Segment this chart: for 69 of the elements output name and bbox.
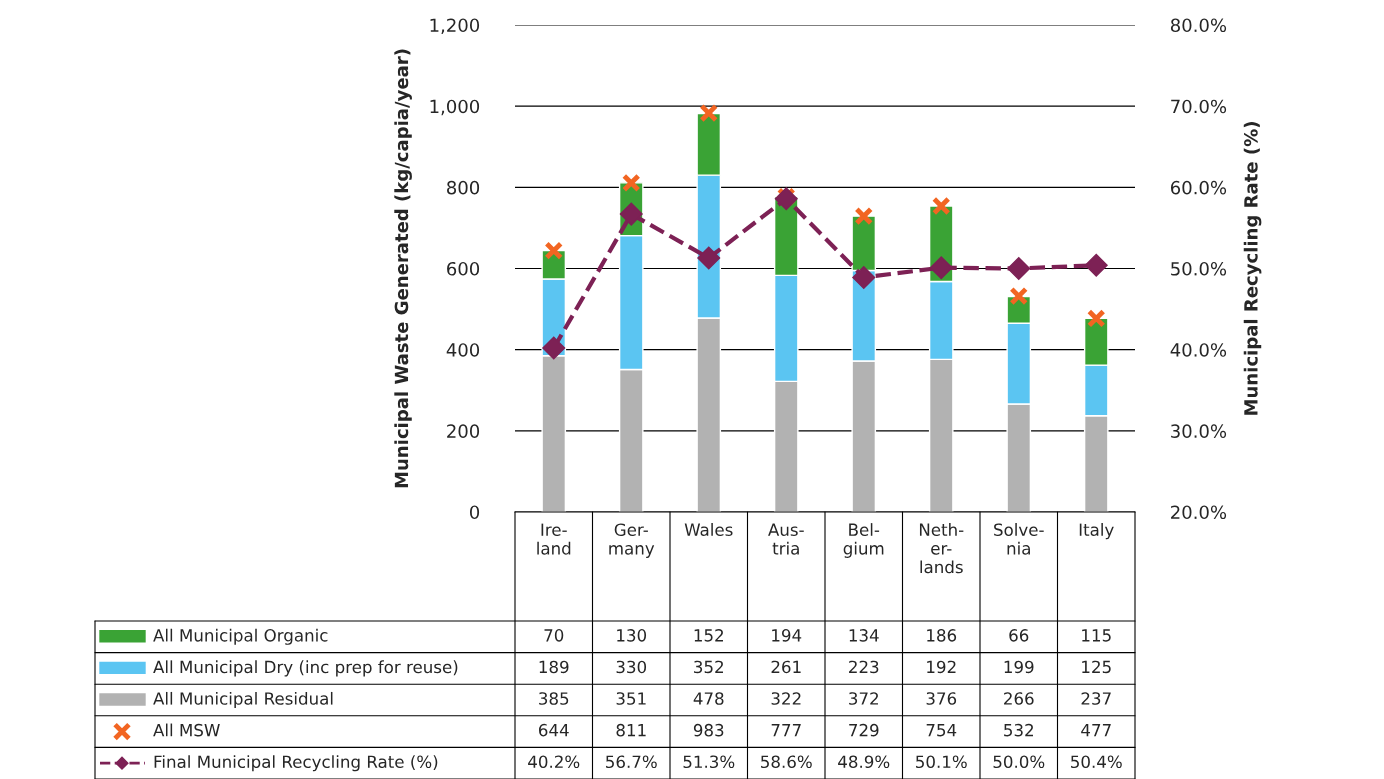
y2-tick-label: 60.0% — [1170, 180, 1227, 195]
data-label: 352 — [694, 660, 723, 674]
data-label: 66 — [1009, 629, 1029, 642]
x-tick-label: Ire- land — [537, 523, 571, 555]
y-tick-label: 0 — [469, 505, 480, 520]
data-label: 532 — [1004, 723, 1033, 737]
data-label: 50.1% — [916, 755, 967, 769]
x-tick-label: Bel- gium — [843, 523, 884, 558]
data-label: 376 — [926, 692, 957, 705]
data-label: 115 — [1082, 629, 1111, 642]
data-label: 261 — [771, 660, 801, 674]
y2-axis-title: Municipal Recycling Rate (%) — [1243, 122, 1262, 415]
data-label: 51.3% — [683, 755, 735, 769]
data-label: 385 — [539, 692, 569, 705]
data-label: 983 — [693, 723, 724, 737]
data-label: 50.4% — [1071, 755, 1122, 769]
data-label: 192 — [927, 660, 956, 674]
data-label: 189 — [539, 660, 569, 674]
data-label: 322 — [771, 692, 801, 705]
data-label: 40.2% — [528, 755, 580, 769]
data-label: 237 — [1081, 692, 1111, 705]
data-label: 223 — [849, 660, 879, 674]
data-label: 777 — [771, 724, 801, 737]
data-label: 266 — [1004, 692, 1034, 705]
legend-label: All MSW — [153, 723, 220, 737]
y-tick-label: 200 — [447, 424, 480, 438]
legend-label: All Municipal Residual — [153, 691, 333, 709]
data-label: 152 — [694, 629, 723, 642]
data-label: 754 — [926, 724, 957, 737]
data-label: 372 — [849, 692, 878, 705]
x-tick-label: Neth- er- lands — [919, 523, 964, 574]
x-tick-label: Ger- many — [609, 523, 655, 558]
y2-tick-label: 50.0% — [1171, 261, 1227, 276]
y2-tick-label: 30.0% — [1171, 424, 1227, 438]
data-label: 478 — [693, 692, 724, 705]
data-label: 125 — [1082, 660, 1111, 674]
data-label: 130 — [617, 629, 647, 642]
y2-tick-label: 80.0% — [1170, 18, 1227, 33]
x-tick-label: Solve- nia — [994, 523, 1044, 555]
data-label: 58.6% — [761, 755, 812, 769]
y-tick-label: 1,000 — [430, 99, 480, 116]
data-label: 199 — [1004, 660, 1034, 674]
data-label: 48.9% — [838, 755, 890, 769]
x-tick-label: Wales — [684, 523, 733, 537]
y2-tick-label: 20.0% — [1171, 505, 1227, 520]
data-label: 477 — [1081, 724, 1111, 737]
x-tick-label: Aus- tria — [768, 523, 804, 555]
data-label: 729 — [849, 723, 879, 737]
y-axis-title: Municipal Waste Generated (kg/capia/year) — [394, 49, 412, 488]
data-label: 351 — [616, 692, 646, 705]
y-tick-label: 1,200 — [430, 18, 480, 34]
data-label: 644 — [539, 723, 569, 737]
legend-label: Final Municipal Recycling Rate (%) — [154, 755, 438, 772]
data-label: 70 — [544, 629, 564, 642]
data-label: 330 — [616, 660, 647, 674]
data-label: 186 — [927, 629, 957, 642]
x-tick-label: Italy — [1079, 523, 1114, 540]
y2-tick-label: 70.0% — [1171, 99, 1227, 114]
y2-tick-label: 40.0% — [1170, 343, 1227, 357]
y-tick-label: 600 — [447, 261, 480, 276]
y-tick-label: 400 — [446, 343, 480, 357]
data-label: 50.0% — [993, 755, 1045, 769]
legend-label: All Municipal Organic — [153, 628, 328, 645]
data-label: 56.7% — [606, 755, 657, 769]
data-label: 194 — [772, 629, 802, 642]
legend-label: All Municipal Dry (inc prep for reuse) — [153, 660, 458, 677]
y-tick-label: 800 — [447, 180, 480, 195]
data-label: 134 — [849, 629, 879, 642]
data-label: 811 — [616, 723, 646, 737]
